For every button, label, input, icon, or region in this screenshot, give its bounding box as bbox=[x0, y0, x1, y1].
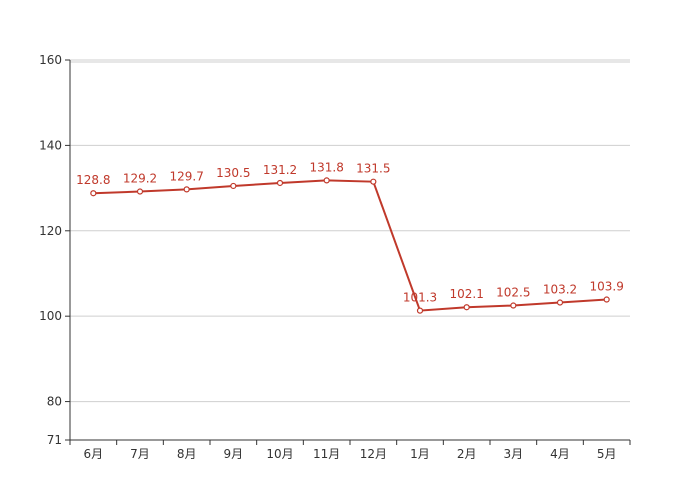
x-tick-label: 1月 bbox=[410, 447, 430, 461]
data-point[interactable] bbox=[556, 299, 564, 306]
data-label: 131.8 bbox=[309, 160, 343, 174]
data-label: 131.2 bbox=[263, 163, 297, 177]
data-point[interactable] bbox=[230, 182, 237, 190]
data-label: 102.5 bbox=[496, 286, 530, 300]
data-point[interactable] bbox=[323, 177, 330, 184]
x-tick-label: 10月 bbox=[266, 447, 293, 461]
y-tick-label: 120 bbox=[39, 224, 62, 238]
data-label: 129.2 bbox=[123, 172, 157, 186]
x-tick-label: 5月 bbox=[597, 447, 617, 461]
x-tick-label: 3月 bbox=[504, 447, 524, 461]
y-tick-label: 160 bbox=[39, 53, 62, 67]
data-label: 101.3 bbox=[403, 291, 437, 305]
x-tick-label: 12月 bbox=[360, 447, 387, 461]
x-tick-label: 11月 bbox=[313, 447, 340, 461]
data-label: 102.1 bbox=[449, 287, 483, 301]
data-label: 130.5 bbox=[216, 166, 250, 180]
data-point[interactable] bbox=[463, 304, 470, 311]
data-label: 129.7 bbox=[169, 169, 203, 183]
data-label: 128.8 bbox=[76, 173, 110, 187]
grid-lines bbox=[70, 59, 630, 403]
x-tick-label: 2月 bbox=[457, 447, 477, 461]
y-tick-label: 140 bbox=[39, 138, 62, 152]
x-tick-label: 6月 bbox=[84, 447, 104, 461]
data-point[interactable] bbox=[370, 178, 377, 185]
y-tick-label: 71 bbox=[47, 433, 62, 447]
data-point[interactable] bbox=[276, 179, 284, 187]
series-line bbox=[93, 179, 607, 312]
x-tick-label: 9月 bbox=[224, 447, 244, 461]
data-label: 131.5 bbox=[356, 162, 390, 176]
data-point[interactable] bbox=[136, 188, 144, 195]
data-point[interactable] bbox=[416, 307, 424, 314]
x-tick-label: 8月 bbox=[177, 447, 197, 461]
data-point[interactable] bbox=[510, 302, 517, 309]
data-point[interactable] bbox=[183, 186, 190, 193]
axes: 71 80 100 120 140 160 6月 7月 8月 9月 10月 11月 12月 1月 2月 3月 4… bbox=[39, 53, 631, 461]
y-tick-label: 100 bbox=[39, 309, 62, 323]
data-point[interactable] bbox=[90, 190, 97, 197]
data-label: 103.9 bbox=[589, 280, 623, 294]
series-layer bbox=[90, 177, 610, 314]
y-tick-label: 80 bbox=[47, 395, 62, 409]
data-labels: 128.8 129.2 129.7 130.5 131.2 131.8 131.5 101.3… bbox=[76, 160, 624, 304]
x-tick-label: 4月 bbox=[550, 447, 570, 461]
data-label: 103.2 bbox=[543, 283, 577, 297]
data-point[interactable] bbox=[603, 296, 610, 303]
x-tick-label: 7月 bbox=[130, 447, 150, 461]
